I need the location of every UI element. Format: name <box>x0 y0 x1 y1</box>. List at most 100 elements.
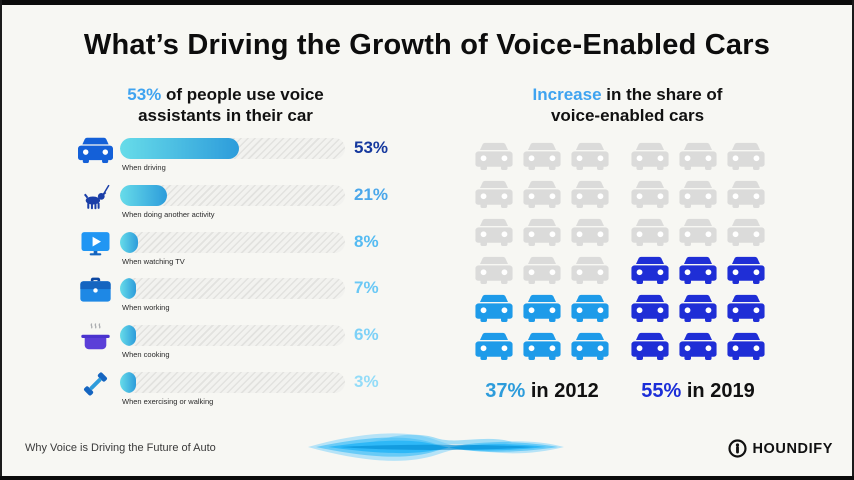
car-icon <box>631 294 669 322</box>
usage-row: When exercising or walking 3% <box>58 370 393 417</box>
car-icon <box>679 332 717 360</box>
right-edge <box>852 0 854 480</box>
share-heading-text: in the share of voice-enabled cars <box>550 85 723 126</box>
brand-logo: HOUNDIFY <box>728 439 833 458</box>
car-grid-2012 <box>475 142 609 360</box>
car-icon <box>523 256 561 284</box>
left-edge <box>0 0 2 480</box>
bar-fill <box>120 138 240 159</box>
usage-bar-chart: When driving 53% When doing another activi… <box>58 136 393 417</box>
car-front-icon <box>78 136 113 164</box>
car-icon <box>475 256 513 284</box>
dog-walking-icon <box>78 183 113 211</box>
year-2012: in 2012 <box>525 380 599 402</box>
usage-heading: 53% of people use voice assistants in th… <box>103 84 348 127</box>
usage-heading-highlight: 53% <box>127 85 162 104</box>
car-icon <box>727 142 765 170</box>
car-icon <box>631 332 669 360</box>
car-icon <box>631 256 669 284</box>
share-heading-highlight: Increase <box>532 85 602 104</box>
pct-2012: 37% <box>485 380 526 402</box>
car-grid-2019 <box>631 142 765 360</box>
bar-value: 8% <box>354 231 379 251</box>
bar-label: When watching TV <box>122 256 185 266</box>
car-icon <box>727 218 765 246</box>
car-icon <box>571 332 609 360</box>
bar-value: 7% <box>354 278 379 298</box>
cooking-pot-icon <box>78 323 113 351</box>
car-icon <box>727 256 765 284</box>
car-icon <box>523 180 561 208</box>
bar-track <box>120 231 345 253</box>
car-icon <box>475 218 513 246</box>
car-icon <box>727 180 765 208</box>
bar-value: 3% <box>354 371 379 391</box>
bar-fill <box>120 278 136 300</box>
share-panel: Increase in the share of voice-enabled c… <box>455 84 800 402</box>
share-heading: Increase in the share of voice-enabled c… <box>510 84 745 127</box>
bar-fill <box>120 325 136 347</box>
car-icon <box>475 294 513 322</box>
car-icon <box>679 142 717 170</box>
car-icon <box>631 142 669 170</box>
car-icon <box>679 180 717 208</box>
bar-track <box>120 278 345 300</box>
bar-label: When cooking <box>122 350 170 360</box>
car-icon <box>523 218 561 246</box>
car-icon <box>679 256 717 284</box>
year-2019: in 2019 <box>681 380 755 402</box>
usage-row: When doing another activity 21% <box>58 183 393 230</box>
car-icon <box>475 142 513 170</box>
bar-track <box>120 184 345 206</box>
usage-row: When watching TV 8% <box>58 230 393 277</box>
car-icon <box>523 142 561 170</box>
usage-row: When working 7% <box>58 276 393 323</box>
bar-fill <box>120 184 168 206</box>
top-black-bar <box>0 0 854 5</box>
bottom-black-bar <box>0 476 854 480</box>
grid-label-2012: 37% in 2012 <box>475 380 609 403</box>
car-icon <box>571 142 609 170</box>
pct-2019: 55% <box>641 380 682 402</box>
car-icon <box>523 332 561 360</box>
bar-track <box>120 371 345 393</box>
bar-fill <box>120 371 136 393</box>
usage-row: When driving 53% <box>58 136 393 183</box>
car-icon <box>571 256 609 284</box>
car-icon <box>571 218 609 246</box>
bar-value: 21% <box>354 184 389 204</box>
car-icon <box>475 332 513 360</box>
car-icon <box>523 294 561 322</box>
soundwave-graphic <box>308 433 564 461</box>
car-icon <box>571 180 609 208</box>
car-icon <box>679 294 717 322</box>
bar-label: When working <box>122 303 170 313</box>
car-icon <box>631 180 669 208</box>
bar-label: When exercising or walking <box>122 396 214 406</box>
bar-label: When driving <box>122 163 166 172</box>
page-title: What’s Driving the Growth of Voice-Enabl… <box>83 29 771 61</box>
usage-row: When cooking 6% <box>58 323 393 370</box>
houndify-logo-icon <box>728 439 748 458</box>
bar-value: 6% <box>354 325 379 345</box>
footer-caption: Why Voice is Driving the Future of Auto <box>25 442 216 454</box>
car-icon <box>727 294 765 322</box>
usage-heading-text: of people use voice assistants in their … <box>138 85 324 126</box>
car-icon <box>475 180 513 208</box>
bar-label: When doing another activity <box>122 209 215 219</box>
bar-track <box>120 325 345 347</box>
car-icon <box>727 332 765 360</box>
bar-value: 53% <box>354 138 389 157</box>
bar-track <box>120 138 345 159</box>
briefcase-icon <box>78 276 113 304</box>
usage-panel: 53% of people use voice assistants in th… <box>58 84 393 406</box>
grid-label-2019: 55% in 2019 <box>631 380 765 403</box>
car-icon <box>631 218 669 246</box>
car-icon <box>679 218 717 246</box>
dumbbell-icon <box>78 370 113 398</box>
car-icon <box>571 294 609 322</box>
brand-name: HOUNDIFY <box>752 440 833 457</box>
bar-fill <box>120 231 138 253</box>
tv-play-icon <box>78 230 113 258</box>
